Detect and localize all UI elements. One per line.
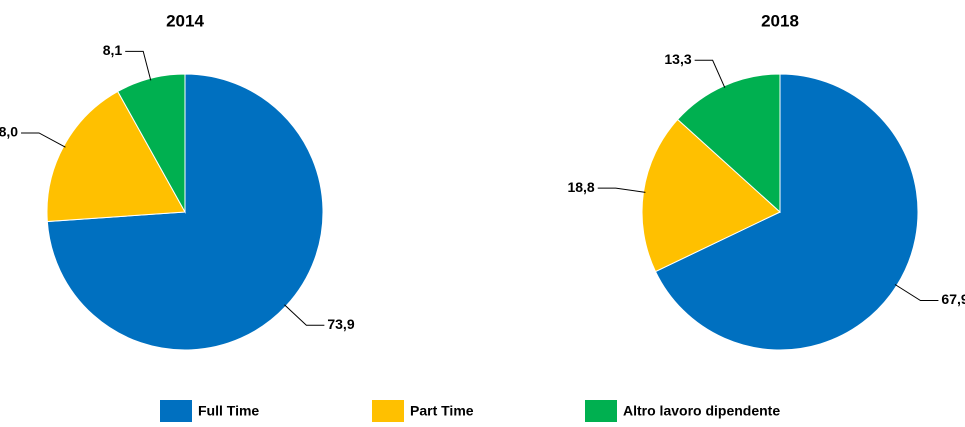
data-label: 73,9 [327, 316, 354, 332]
chart-title: 2014 [166, 11, 204, 30]
legend-label: Altro lavoro dipendente [623, 403, 780, 419]
leader-line [597, 187, 646, 193]
leader-line [21, 132, 66, 148]
data-label: 8,1 [103, 42, 123, 58]
leader-line [894, 284, 939, 302]
chart-title: 2018 [761, 11, 799, 30]
legend-swatch [585, 400, 617, 422]
leader-line [694, 59, 726, 88]
leader-line [284, 304, 325, 326]
legend-label: Part Time [410, 403, 474, 419]
legend-swatch [372, 400, 404, 422]
legend-swatch [160, 400, 192, 422]
data-label: 67,9 [941, 291, 965, 307]
data-label: 13,3 [664, 51, 691, 67]
data-label: 18,8 [567, 179, 594, 195]
data-label: 18,0 [0, 124, 18, 140]
leader-line [125, 50, 152, 81]
legend-label: Full Time [198, 403, 259, 419]
